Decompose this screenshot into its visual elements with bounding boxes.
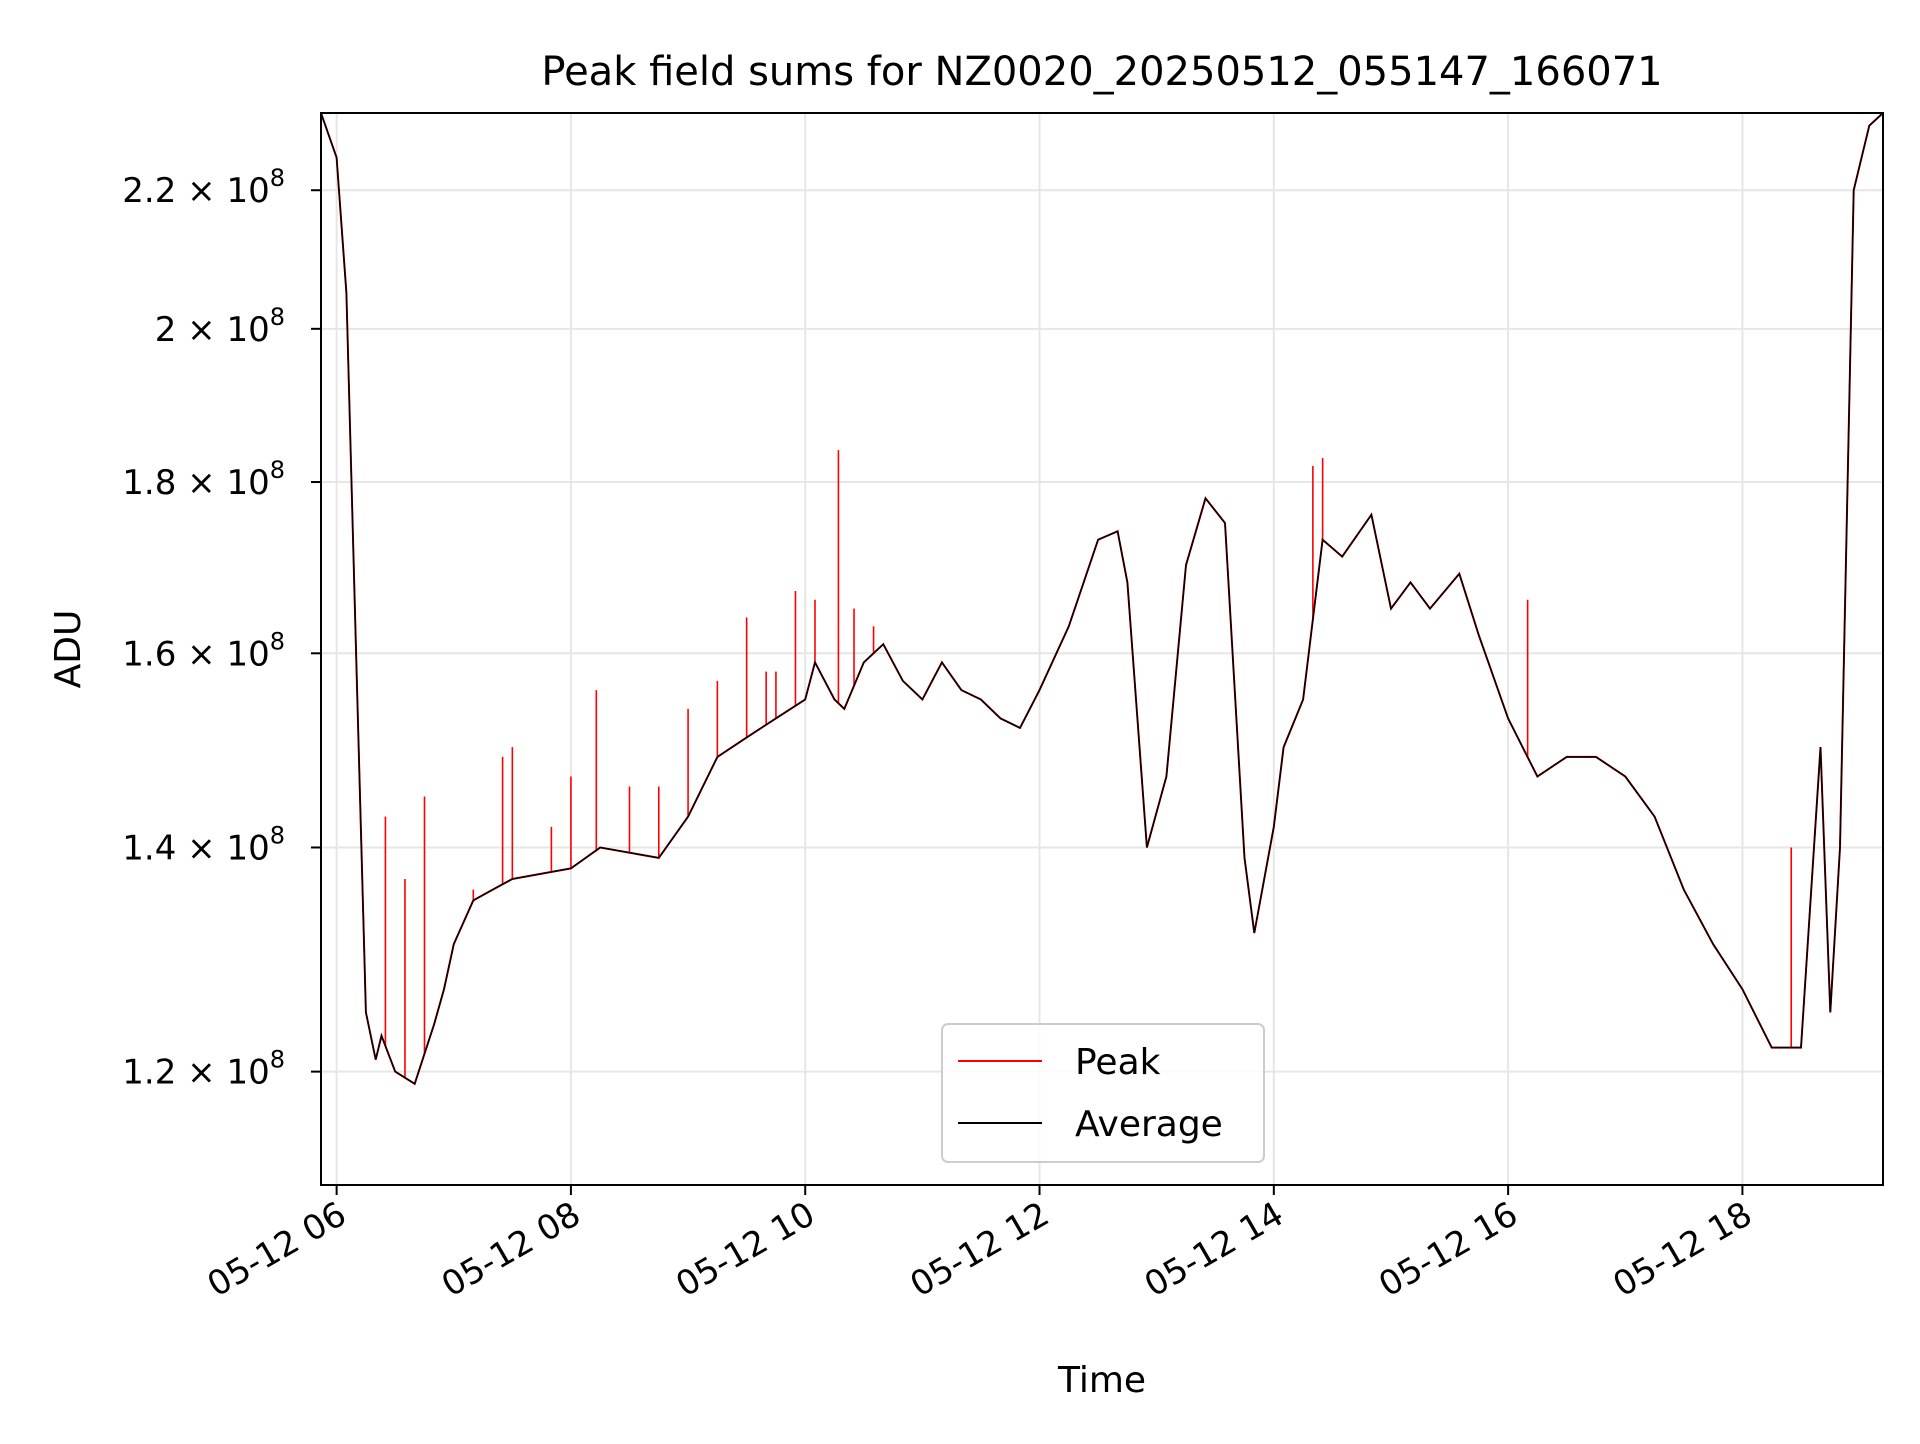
x-axis-label: Time [1057, 1360, 1146, 1401]
x-tick-label-3: 05-12 12 [904, 1194, 1056, 1305]
x-tick-label-5: 05-12 16 [1372, 1194, 1524, 1305]
y-ticks: 1.2 × 108 1.4 × 108 1.6 × 108 1.8 × 108 2 × … [122, 164, 321, 1093]
x-tick-label-0: 05-12 06 [201, 1194, 353, 1305]
x-tick-label-4: 05-12 14 [1138, 1194, 1290, 1305]
legend: Peak Average [941, 1023, 1265, 1163]
y-tick-label-0: 1.2 × 108 [122, 1046, 285, 1093]
x-ticks: 05-12 06 05-12 08 05-12 10 05-12 12 05-12 14… [201, 1185, 1759, 1305]
y-tick-label-4: 2 × 108 [155, 303, 285, 350]
legend-peak-label: Peak [1075, 1042, 1161, 1083]
legend-box [941, 1023, 1265, 1163]
y-tick-label-1: 1.4 × 108 [122, 821, 285, 868]
plot-lines [320, 112, 1884, 1086]
y-tick-label-5: 2.2 × 108 [122, 164, 285, 211]
grid [321, 113, 1883, 1185]
x-tick-label-2: 05-12 10 [669, 1194, 821, 1305]
y-axis-label: ADU [48, 610, 89, 689]
x-tick-label-6: 05-12 18 [1607, 1194, 1759, 1305]
chart-title: Peak field sums for NZ0020_20250512_0551… [541, 49, 1662, 95]
y-tick-label-2: 1.6 × 108 [122, 627, 285, 674]
y-tick-label-3: 1.8 × 108 [122, 456, 285, 503]
legend-average-label: Average [1075, 1104, 1223, 1145]
average-series-line [320, 112, 1884, 1086]
axes-frame [320, 112, 1884, 1186]
x-tick-label-1: 05-12 08 [435, 1194, 587, 1305]
peak-series-line [320, 112, 1884, 1086]
